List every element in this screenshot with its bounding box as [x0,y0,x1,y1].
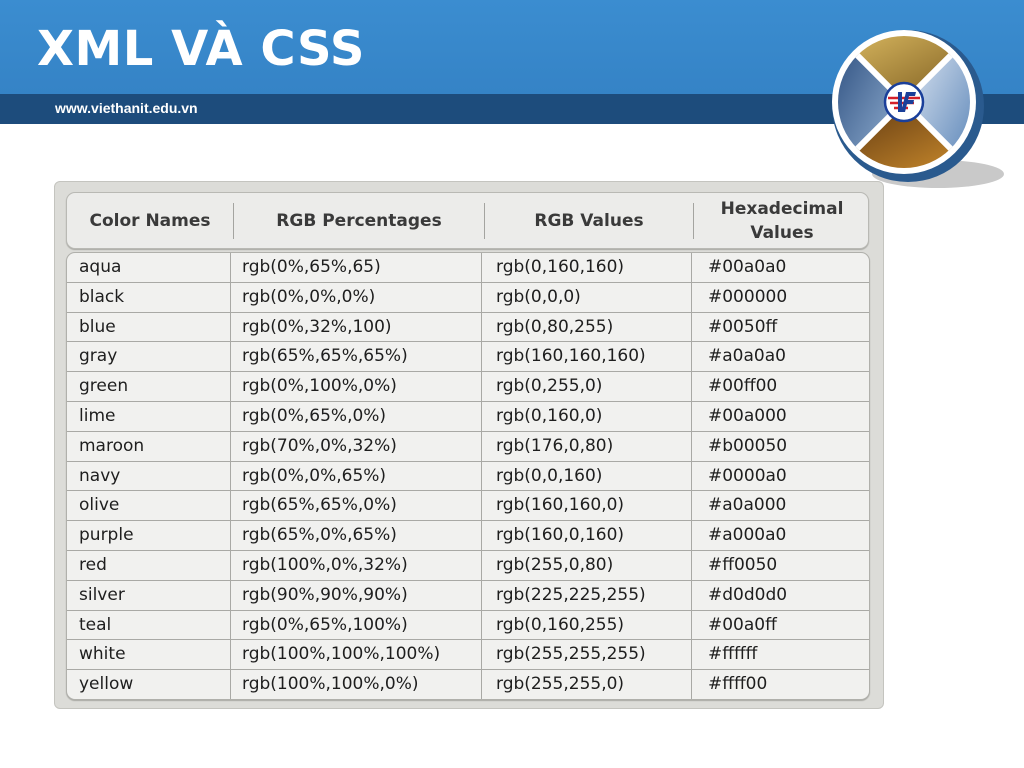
cell-hex-value: #ff0050 [708,555,778,575]
table-row: black rgb(0%,0%,0%) rgb(0,0,0) #000000 [67,283,869,313]
website-url: www.viethanit.edu.vn [55,100,198,116]
cell-hex-value: #00a000 [708,406,787,426]
cell-rgb-value: rgb(0,160,255) [496,614,625,635]
cell-rgb-value: rgb(255,255,255) [496,644,646,665]
cell-color-name: purple [79,525,134,546]
cell-hex-value: #0000a0 [708,465,787,486]
cell-rgb-value: rgb(0,80,255) [496,316,614,337]
cell-hex-value: #d0d0d0 [708,584,788,605]
cell-hex-value: #000000 [708,286,788,307]
cell-rgb-percentage: rgb(65%,65%,65%) [242,346,408,367]
table-row: navy rgb(0%,0%,65%) rgb(0,0,160) #0000a0 [67,462,869,492]
table-row: green rgb(0%,100%,0%) rgb(0,255,0) #00ff00 [67,372,869,402]
cell-rgb-percentage: rgb(0%,0%,65%) [242,465,387,486]
cell-color-name: silver [79,584,125,605]
cell-hex-value: #ffff00 [708,674,768,695]
cell-color-name: gray [79,346,118,367]
table-body: yellow rgb(100%,100%,0%) rgb(255,255,0) #ff… [66,252,870,700]
table-row: purple rgb(65%,0%,65%) rgb(160,0,160) #a000… [67,521,869,551]
header-rgb-percentages: RGB Percentages [276,210,442,231]
cell-rgb-value: rgb(0,0,0) [496,286,581,307]
table-row: gray rgb(65%,65%,65%) rgb(160,160,160) #a0a… [67,342,869,373]
cell-rgb-percentage: rgb(0%,65%,0%) [242,406,387,426]
cell-color-name: maroon [79,435,145,456]
cell-rgb-value: rgb(160,160,0) [496,495,625,516]
cell-rgb-percentage: rgb(100%,0%,32%) [242,555,408,575]
cell-rgb-value: rgb(0,160,0) [496,406,603,426]
table-row: silver rgb(90%,90%,90%) rgb(225,225,255) #d… [67,581,869,611]
cell-color-name: teal [79,614,112,635]
cell-rgb-percentage: rgb(0%,32%,100) [242,316,392,337]
cell-rgb-value: rgb(176,0,80) [496,435,614,456]
cell-color-name: green [79,376,129,397]
header-divider [233,203,234,239]
cell-color-name: aqua [79,257,122,277]
table-header: Color Names RGB Percentages RGB Values H… [66,192,869,249]
table-row: maroon rgb(70%,0%,32%) rgb(176,0,80) #b0005… [67,432,869,462]
cell-rgb-value: rgb(0,255,0) [496,376,603,397]
slide-title: XML VÀ CSS [37,21,365,77]
table-row: teal rgb(0%,65%,100%) rgb(0,160,255) #00a0f… [67,611,869,641]
cell-color-name: lime [79,406,116,426]
cell-rgb-percentage: rgb(0%,0%,0%) [242,286,376,307]
cell-color-name: white [79,644,126,665]
cell-hex-value: #00a0ff [708,614,777,635]
table-row: lime rgb(0%,65%,0%) rgb(0,160,0) #00a000 [67,402,869,432]
cell-rgb-percentage: rgb(100%,100%,0%) [242,674,419,695]
cell-hex-value: #a0a000 [708,495,787,516]
cell-rgb-percentage: rgb(0%,65%,65) [242,257,381,277]
table-row: red rgb(100%,0%,32%) rgb(255,0,80) #ff0050 [67,551,869,581]
cell-rgb-percentage: rgb(65%,0%,65%) [242,525,397,546]
cell-rgb-value: rgb(225,225,255) [496,584,646,605]
cell-hex-value: #0050ff [708,316,778,337]
cell-hex-value: #a000a0 [708,525,787,546]
column-divider [230,253,231,699]
cell-rgb-value: rgb(160,160,160) [496,346,646,367]
cell-rgb-percentage: rgb(90%,90%,90%) [242,584,408,605]
cell-rgb-percentage: rgb(70%,0%,32%) [242,435,397,456]
table-row: blue rgb(0%,32%,100) rgb(0,80,255) #0050ff [67,313,869,343]
header-hexadecimal-values: Hexadecimal Values [720,198,844,243]
table-row: white rgb(100%,100%,100%) rgb(255,255,255)… [67,640,869,671]
cell-hex-value: #ffffff [708,644,758,665]
cell-rgb-value: rgb(255,0,80) [496,555,614,575]
cell-color-name: black [79,286,125,307]
cell-rgb-percentage: rgb(65%,65%,0%) [242,495,397,516]
header-color-names: Color Names [89,210,211,231]
cell-color-name: red [79,555,107,575]
cell-rgb-value: rgb(160,0,160) [496,525,625,546]
cell-rgb-percentage: rgb(0%,100%,0%) [242,376,397,397]
cell-hex-value: #00a0a0 [708,257,787,277]
table-row: olive rgb(65%,65%,0%) rgb(160,160,0) #a0a00… [67,491,869,522]
header-rgb-values: RGB Values [534,210,644,231]
cell-hex-value: #00ff00 [708,376,778,397]
cell-color-name: navy [79,465,121,486]
column-divider [481,253,482,699]
table-row: yellow rgb(100%,100%,0%) rgb(255,255,0) #ff… [67,670,869,699]
cell-rgb-value: rgb(255,255,0) [496,674,625,695]
cell-hex-value: #a0a0a0 [708,346,786,367]
cell-color-name: olive [79,495,120,516]
cell-rgb-value: rgb(0,160,160) [496,257,625,277]
cell-hex-value: #b00050 [708,435,788,456]
cell-color-name: yellow [79,674,134,695]
column-divider [691,253,692,699]
table-row: aqua rgb(0%,65%,65) rgb(0,160,160) #00a0a0 [67,253,869,283]
cell-color-name: blue [79,316,116,337]
header-divider [693,203,694,239]
cell-rgb-percentage: rgb(0%,65%,100%) [242,614,408,635]
logo-emblem-icon [832,30,1004,188]
header-divider [484,203,485,239]
cell-rgb-percentage: rgb(100%,100%,100%) [242,644,441,665]
cell-rgb-value: rgb(0,0,160) [496,465,603,486]
